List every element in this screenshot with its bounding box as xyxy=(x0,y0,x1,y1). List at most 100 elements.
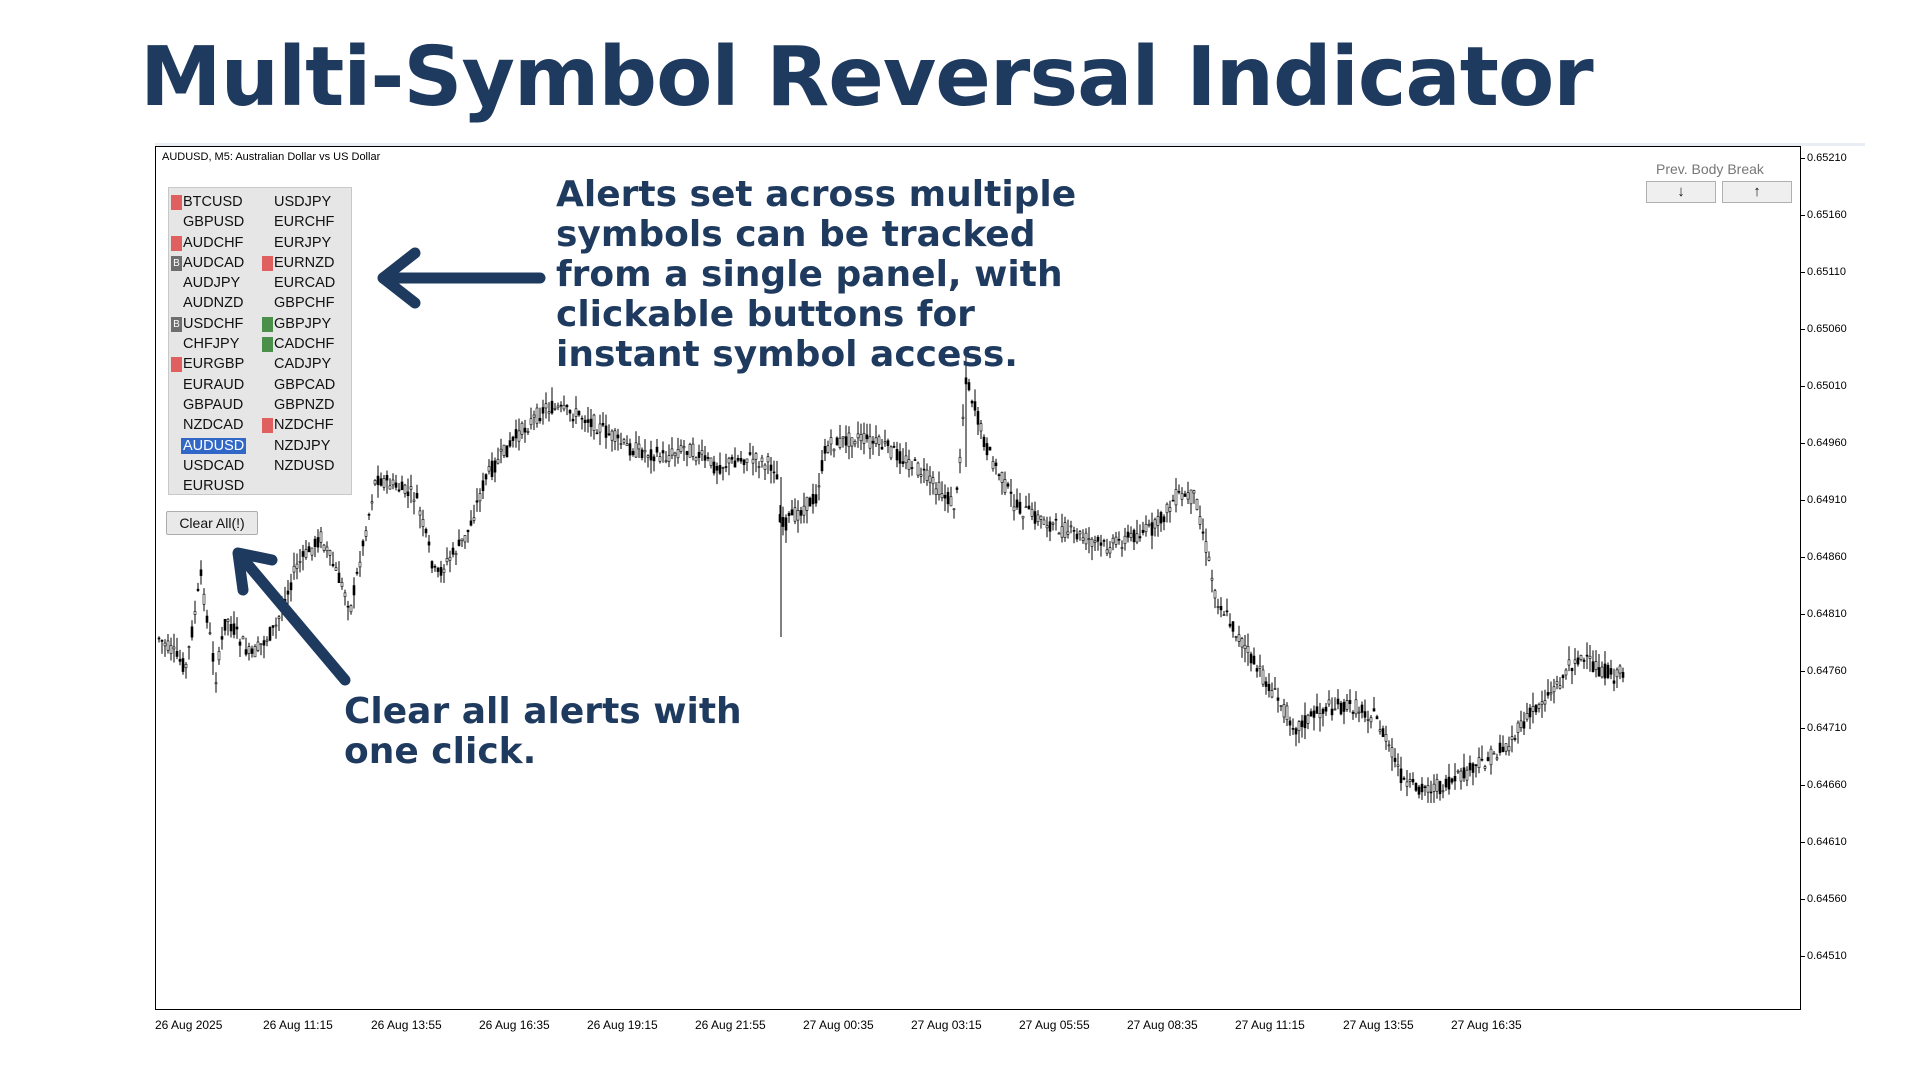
candle xyxy=(469,510,473,527)
symbol-button-nzdusd[interactable]: NZDUSD xyxy=(262,456,338,476)
candle xyxy=(220,626,224,650)
candle xyxy=(607,424,611,437)
candle xyxy=(994,458,998,475)
time-axis[interactable]: 26 Aug 2025 26 Aug 11:15 26 Aug 13:55 26 Au… xyxy=(155,1014,1801,1034)
candle xyxy=(1198,505,1202,530)
candle xyxy=(1255,664,1259,678)
symbol-button-chfjpy[interactable]: CHFJPY xyxy=(171,334,247,354)
symbol-label: CADJPY xyxy=(274,356,332,373)
symbol-button-eurjpy[interactable]: EURJPY xyxy=(262,233,338,253)
symbol-button-gbpchf[interactable]: GBPCHF xyxy=(262,293,338,313)
candle xyxy=(697,444,701,465)
symbol-button-usdchf[interactable]: B USDCHF xyxy=(171,314,247,334)
candle xyxy=(481,472,485,499)
symbol-button-nzdjpy[interactable]: NZDJPY xyxy=(262,436,338,456)
candle xyxy=(541,399,545,425)
symbol-label: EURGBP xyxy=(183,356,245,373)
chart-area[interactable]: AUDUSD, M5: Australian Dollar vs US Doll… xyxy=(155,146,1801,1010)
candle xyxy=(388,478,392,490)
candle xyxy=(514,419,518,448)
symbol-button-gbpcad[interactable]: GBPCAD xyxy=(262,375,338,395)
candle xyxy=(223,618,227,636)
candle xyxy=(1165,502,1169,523)
price-axis[interactable]: 0.65210 0.65160 0.65110 0.65060 0.65010 0.649… xyxy=(1801,146,1875,1010)
candle xyxy=(1552,678,1556,704)
candle xyxy=(934,482,938,505)
candle xyxy=(1210,569,1214,593)
candle xyxy=(1435,773,1439,799)
candle xyxy=(523,419,527,443)
symbol-button-gbpaud[interactable]: GBPAUD xyxy=(171,395,247,415)
symbol-button-btcusd[interactable]: BTCUSD xyxy=(171,192,247,212)
symbol-button-audusd[interactable]: AUDUSD xyxy=(171,436,247,456)
symbol-button-eurgbp[interactable]: EURGBP xyxy=(171,354,247,374)
symbol-button-eurusd[interactable]: EURUSD xyxy=(171,476,247,496)
candle xyxy=(1339,700,1343,716)
candle xyxy=(1615,667,1619,689)
candle xyxy=(196,582,200,592)
candle xyxy=(1426,777,1430,803)
symbol-button-euraud[interactable]: EURAUD xyxy=(171,375,247,395)
candle xyxy=(1030,502,1034,521)
symbol-button-eurchf[interactable]: EURCHF xyxy=(262,212,338,232)
time-tick-label: 26 Aug 13:55 xyxy=(371,1018,442,1032)
symbol-button-eurcad[interactable]: EURCAD xyxy=(262,273,338,293)
candle xyxy=(1531,692,1535,724)
candle xyxy=(235,617,239,639)
price-tick-label: 0.64860 xyxy=(1801,551,1847,563)
candle xyxy=(244,637,248,657)
candle xyxy=(1303,702,1307,740)
candle xyxy=(820,450,824,474)
candle xyxy=(274,617,278,639)
candle xyxy=(370,494,374,511)
candle xyxy=(1408,772,1412,788)
candle xyxy=(646,454,650,468)
candle xyxy=(1090,536,1094,561)
symbol-button-cadjpy[interactable]: CADJPY xyxy=(262,354,338,374)
candle xyxy=(1492,750,1496,755)
candle xyxy=(694,456,698,466)
symbol-button-gbpjpy[interactable]: GBPJPY xyxy=(262,314,338,334)
candle xyxy=(634,431,638,459)
symbol-label: EURCHF xyxy=(274,214,335,231)
prev-body-break-down-button[interactable]: ↓ xyxy=(1646,181,1716,203)
symbol-button-audjpy[interactable]: AUDJPY xyxy=(171,273,247,293)
clear-all-button[interactable]: Clear All(!) xyxy=(166,511,258,535)
candle xyxy=(1495,753,1499,762)
symbol-button-eurnzd[interactable]: EURNZD xyxy=(262,253,338,273)
candle xyxy=(1039,515,1043,529)
candle xyxy=(1546,679,1550,699)
symbol-button-audchf[interactable]: AUDCHF xyxy=(171,233,247,253)
candle xyxy=(1045,516,1049,538)
candle xyxy=(742,458,746,474)
prev-body-break-up-button[interactable]: ↑ xyxy=(1722,181,1792,203)
symbol-button-gbpnzd[interactable]: GBPNZD xyxy=(262,395,338,415)
symbol-button-usdcad[interactable]: USDCAD xyxy=(171,456,247,476)
symbol-button-nzdcad[interactable]: NZDCAD xyxy=(171,415,247,435)
symbol-label: AUDJPY xyxy=(183,275,241,292)
candle xyxy=(1564,668,1568,680)
symbol-button-audnzd[interactable]: AUDNZD xyxy=(171,293,247,313)
candle xyxy=(868,423,872,459)
symbol-column-right: USDJPY EURCHF EURJPY EURNZD EURCAD GBPCHF GBPJ… xyxy=(262,192,338,476)
candle xyxy=(1273,676,1277,690)
candle xyxy=(1378,720,1382,735)
candle xyxy=(1393,748,1397,768)
candle xyxy=(1267,673,1271,698)
price-tick-label: 0.64710 xyxy=(1801,722,1847,734)
candle xyxy=(817,472,821,501)
candle xyxy=(559,401,563,413)
candle xyxy=(295,553,299,580)
symbol-button-audcad[interactable]: B AUDCAD xyxy=(171,253,247,273)
symbol-button-usdjpy[interactable]: USDJPY xyxy=(262,192,338,212)
candle xyxy=(1387,740,1391,752)
time-tick-label: 27 Aug 11:15 xyxy=(1235,1018,1305,1032)
symbol-button-nzdchf[interactable]: NZDCHF xyxy=(262,415,338,435)
symbol-button-cadchf[interactable]: CADCHF xyxy=(262,334,338,354)
candle xyxy=(1213,588,1217,609)
candle xyxy=(640,447,644,461)
candle xyxy=(760,454,764,468)
candle xyxy=(1312,705,1316,731)
candle xyxy=(1183,490,1187,497)
symbol-button-gbpusd[interactable]: GBPUSD xyxy=(171,212,247,232)
